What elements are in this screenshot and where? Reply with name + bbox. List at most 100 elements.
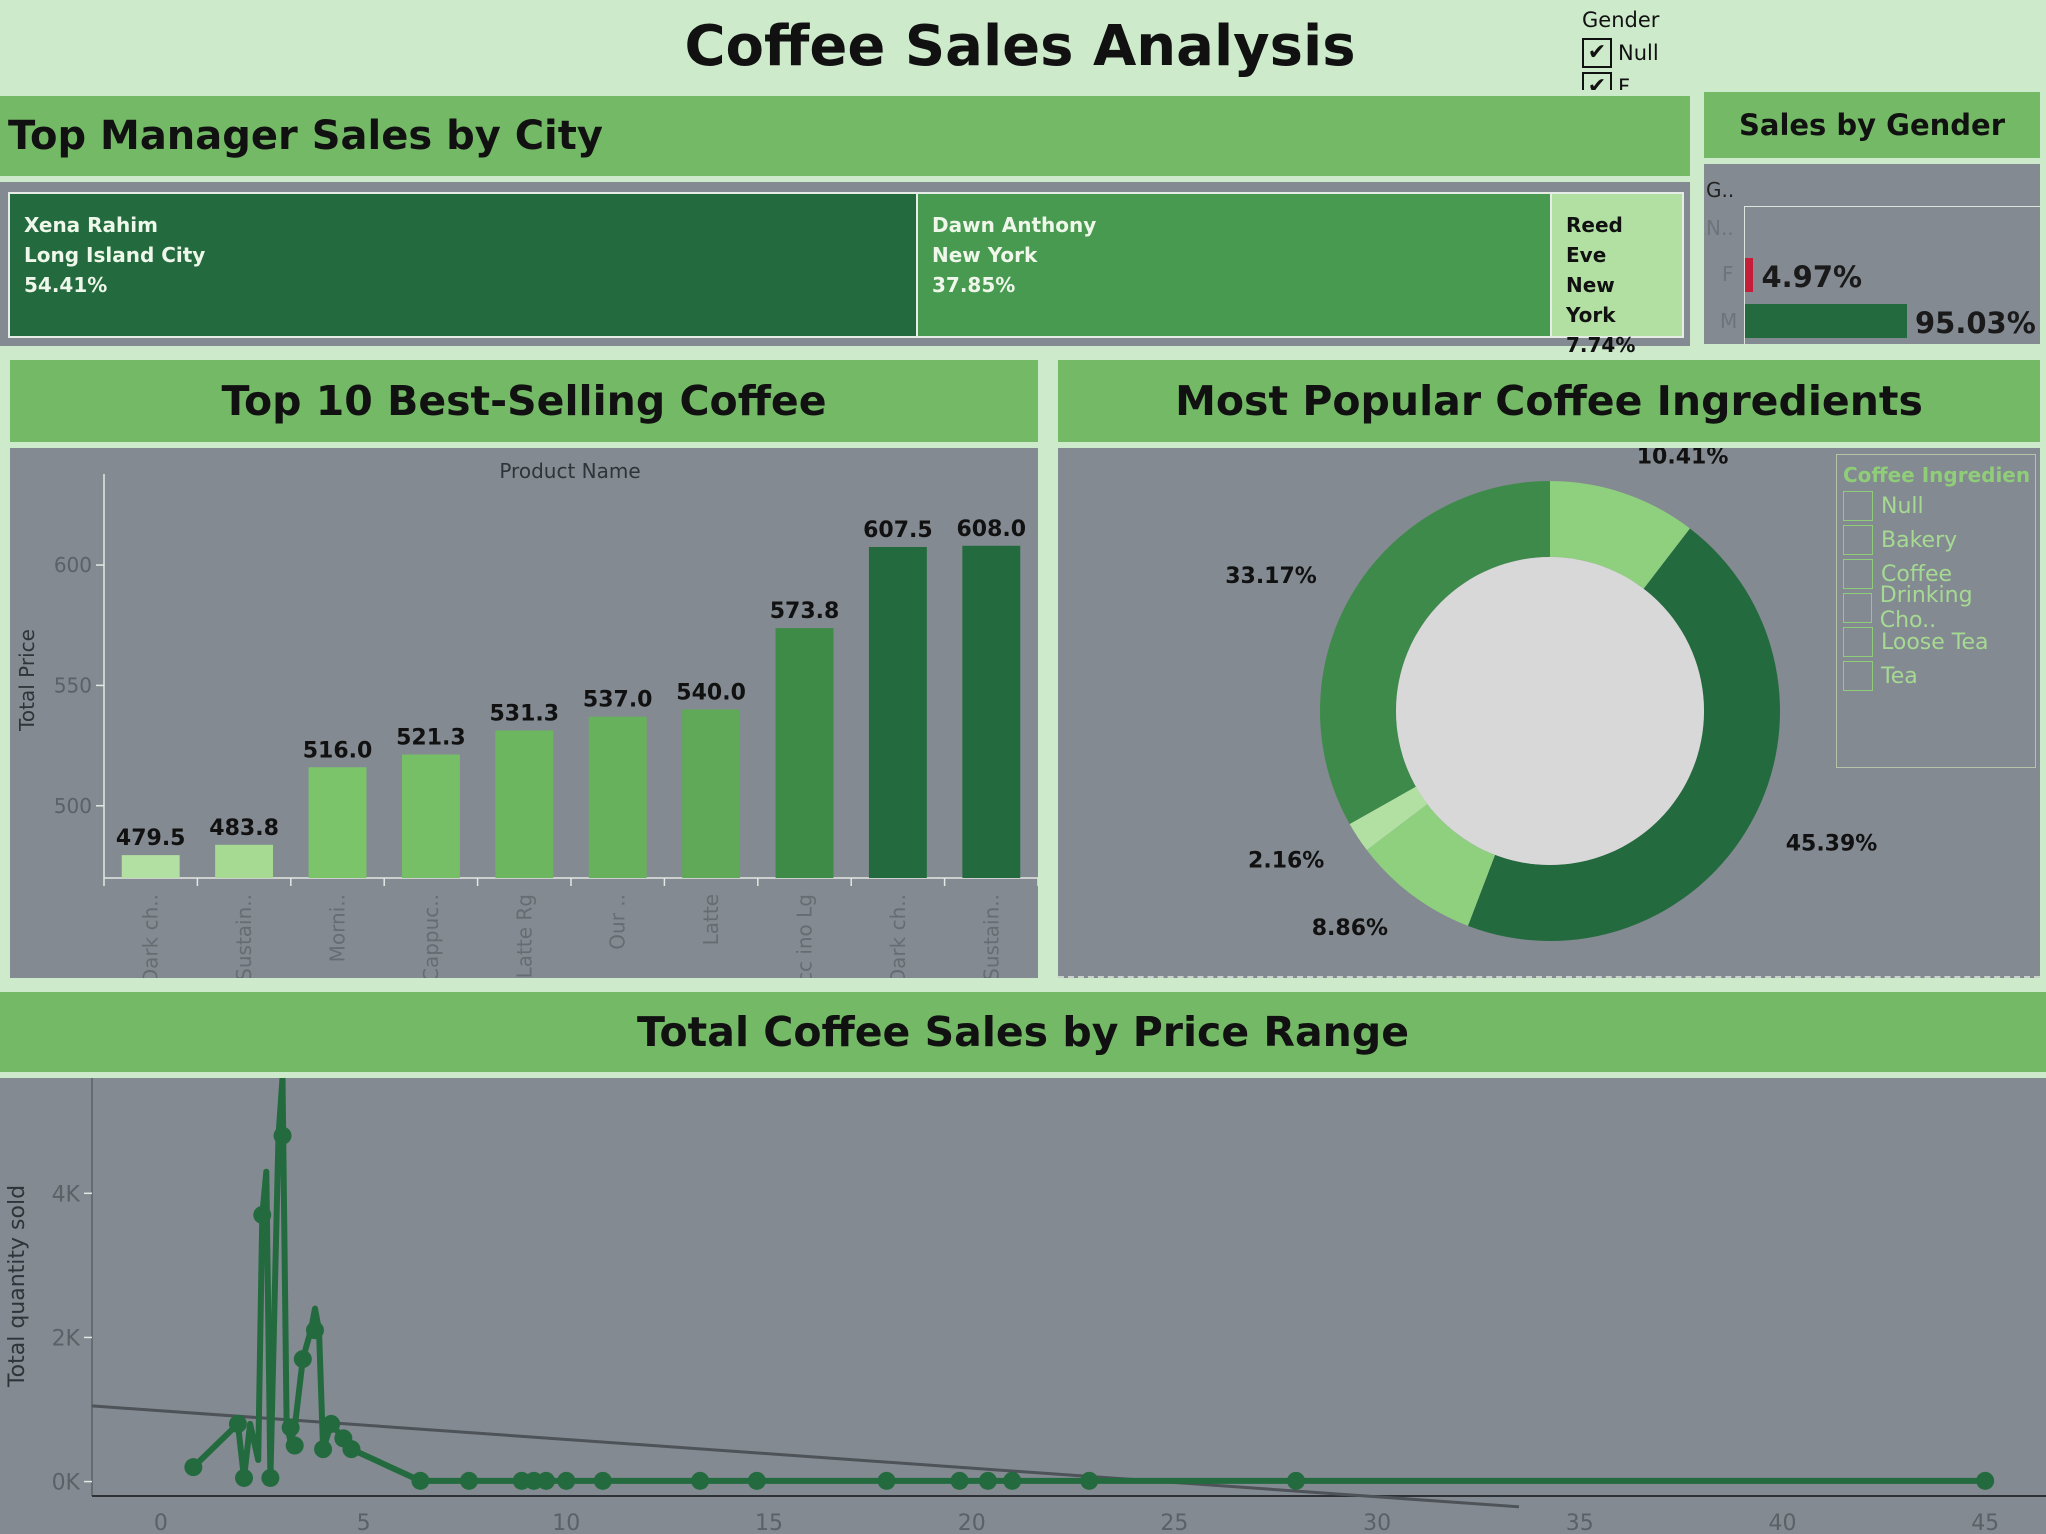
gender-filter-label: Gender [1582,8,1660,32]
legend-checkbox[interactable] [1843,491,1873,521]
data-point [1287,1471,1306,1490]
gender-bar-m[interactable] [1745,304,1907,338]
legend-item-label: Bakery [1881,527,1958,553]
data-point [273,1126,292,1145]
donut-slice [1320,481,1550,824]
bar-category-label: Our .. [606,894,630,950]
gender-section-title: Sales by Gender [1704,92,2040,158]
legend-item-label: Coffee [1881,561,1953,587]
legend-item[interactable]: Bakery [1843,523,2029,557]
legend-item[interactable]: Coffee [1843,557,2029,591]
data-point [293,1350,312,1369]
bar [682,709,741,878]
bar [775,628,834,878]
data-point [460,1471,479,1490]
gender-filter-option-f[interactable]: ✔ F [1582,70,1742,90]
gender-row-label: M [1720,309,1738,333]
data-point [691,1471,710,1490]
donut-slice-label: 8.86% [1312,916,1388,941]
manager-tile[interactable]: Dawn Anthony New York 37.85% [918,194,1552,336]
data-point [1080,1471,1099,1490]
gender-filter-option-null[interactable]: ✔ Null [1582,36,1742,70]
legend-item[interactable]: Loose Tea [1843,625,2029,659]
data-point [537,1471,556,1490]
line-y-tick-label: 4K [52,1182,81,1207]
bar-value-label: 540.0 [676,680,746,705]
bar-value-label: 537.0 [583,688,653,713]
checkbox-f[interactable]: ✔ [1582,72,1612,90]
page-title: Coffee Sales Analysis [684,14,1356,79]
gender-row-label: F [1722,262,1734,286]
bar-top-label: Product Name [499,459,640,483]
manager-tile[interactable]: Xena Rahim Long Island City 54.41% [10,194,918,336]
line-x-tick-label: 40 [1768,1511,1796,1534]
gender-pct-f: 4.97% [1761,260,1863,294]
bar-y-tick-label: 500 [54,794,92,818]
legend-item[interactable]: Drinking Cho.. [1843,583,2029,633]
legend-item-label: Null [1881,493,1924,519]
gender-pct-m: 95.03% [1915,306,2036,340]
data-point [747,1471,766,1490]
bar [868,546,927,878]
manager-name: Reed Eve [1566,213,1623,267]
donut-hole [1396,557,1704,865]
donut-slice-label: 2.16% [1248,848,1324,873]
data-point [342,1440,361,1459]
donut-slice-label: 10.41% [1637,448,1729,469]
bar-chart-panel: Product Name Total Price 500 550 600 479.5 D… [10,448,1038,978]
data-point [305,1321,324,1340]
manager-tile[interactable]: Reed Eve New York 7.74% [1552,194,1682,357]
line-x-tick-label: 10 [552,1511,580,1534]
gender-option-label: F [1618,75,1631,90]
gender-axis-line [1744,206,1745,344]
bar-value-label: 531.3 [490,701,560,726]
legend-checkbox[interactable] [1843,525,1873,555]
data-point [411,1471,430,1490]
data-point [228,1414,247,1433]
legend-item[interactable]: Tea [1843,659,2029,693]
bar-section-title: Top 10 Best-Selling Coffee [10,360,1038,442]
legend-checkbox[interactable] [1843,593,1872,623]
series-line [191,1078,1986,1484]
bar [495,730,554,878]
legend-item-label: Drinking Cho.. [1879,583,1973,633]
data-point [557,1471,576,1490]
bar-category-label: Latte [699,894,723,945]
line-y-tick-label: 0K [52,1471,81,1496]
donut-slice [1366,804,1496,926]
bar-value-label: 516.0 [303,738,373,763]
legend-item-label: Loose Tea [1881,629,1989,655]
legend-item[interactable]: Null [1843,489,2029,523]
legend-checkbox[interactable] [1843,661,1873,691]
data-point [235,1468,254,1487]
bar-chart: Product Name Total Price 500 550 600 479.5 D… [15,459,1038,978]
gender-chart-panel: G.. N.. F M 4.97% 95.03% [1704,164,2040,344]
data-point [184,1458,203,1477]
gender-col-header: G.. [1706,178,1735,202]
line-chart-panel: Total quantity sold 0K 2K 4K 0 5 10 15 20 25 30 35… [0,1078,2046,1534]
data-point [261,1468,280,1487]
data-point [978,1471,997,1490]
bar-value-label: 479.5 [116,826,186,851]
bar-category-label: Morni.. [326,894,350,962]
manager-city: New York [1566,273,1616,327]
legend-title: Coffee Ingredien.. [1843,463,2029,487]
checkbox-null[interactable]: ✔ [1582,38,1612,68]
bar-category-label: Cappuc.. [419,894,443,978]
bar-value-label: 607.5 [863,518,933,543]
legend-checkbox[interactable] [1843,559,1873,589]
manager-name: Xena Rahim [24,213,158,237]
gender-bar-f[interactable] [1745,258,1754,292]
data-point [253,1205,272,1224]
data-point [950,1471,969,1490]
line-x-tick-label: 15 [755,1511,783,1534]
bar-category-label: Dark ch.. [139,894,163,978]
data-point [1976,1471,1995,1490]
bar-category-label: Sustain.. [232,894,256,978]
manager-section-title: Top Manager Sales by City [0,96,1690,176]
bar-y-tick-label: 550 [54,673,92,697]
bar-value-label: 608.0 [957,517,1027,542]
gender-top-line [1744,206,2040,207]
bar-y-tick-label: 600 [54,553,92,577]
legend-checkbox[interactable] [1843,627,1873,657]
